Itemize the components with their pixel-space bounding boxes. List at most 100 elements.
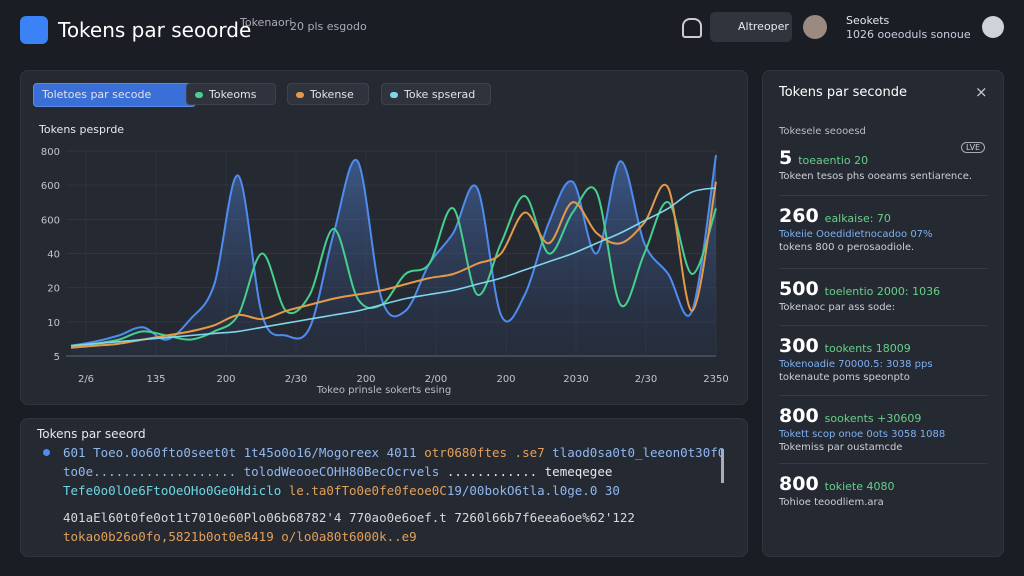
stat-block: 800 sookents +30609 Tokett scop onoe 0ots … (779, 405, 989, 453)
stat-desc: Tokeen tesos phs ooeams sentiarence. (779, 171, 973, 182)
filter-button[interactable]: Toletoes par secode (33, 83, 196, 107)
stat-block: 500 toelentio 2000: 1036 Tokenaoc par ass … (779, 278, 989, 313)
legend-swatch (390, 92, 398, 98)
stat-header: 800 sookents +30609 (779, 405, 989, 427)
x-tick-label: 2030 (563, 374, 588, 385)
x-axis-label: Tokeo prinsle sokerts esing (316, 385, 451, 396)
log-segment: ............ temeqegee (439, 464, 613, 479)
stat-tag: tokiete 4080 (824, 480, 895, 493)
live-badge: LVE (961, 142, 986, 153)
sidebar-title: Tokens par seconde (779, 85, 907, 100)
log-segment: tokao0b26o0fo,5821b0ot0e8419 o/lo0a80t60… (63, 529, 417, 544)
log-segment: Tefe0o0lOe6FtoOeOHo0Ge0Hdiclo (63, 483, 282, 498)
log-segment: le.ta0fTo0e0fe0feoe0C (281, 483, 447, 498)
settings-icon[interactable] (982, 16, 1004, 38)
x-tick-label: 2350 (703, 374, 728, 385)
log-lines: 601 Toeo.0o60fto0seet0t 1t45o0o16/Mogore… (63, 445, 723, 548)
stat-value: 500 (779, 278, 819, 300)
x-tick-label: 2/6 (78, 374, 94, 385)
app-subtitle: Tokenaori (240, 16, 293, 29)
close-button[interactable]: × (975, 83, 988, 101)
divider (779, 325, 987, 326)
divider (779, 463, 987, 464)
x-tick-label: 2/00 (425, 374, 447, 385)
stat-desc: Tokett scop onoe 0ots 3058 1088 (779, 429, 946, 440)
stat-header: 300 tookents 18009 (779, 335, 989, 357)
stat-value: 5 (779, 147, 793, 169)
y-tick-label: 800 (41, 147, 60, 158)
line (70, 187, 717, 347)
account-name: Seokets (846, 14, 890, 27)
legend-swatch (195, 92, 203, 98)
stat-desc: tokenaute poms speonpto (779, 372, 910, 383)
log-line: Tefe0o0lOe6FtoOeOHo0Ge0Hdiclo le.ta0fTo0… (63, 483, 723, 502)
stat-header: 500 toelentio 2000: 1036 (779, 278, 989, 300)
chart-title: Tokens pesprde (38, 123, 124, 136)
log-segment: otr0680ftes .se7 (416, 445, 545, 460)
y-tick-label: 40 (47, 250, 60, 261)
stat-tag: sookents +30609 (824, 412, 922, 425)
bell-icon[interactable] (682, 18, 702, 38)
log-line: 601 Toeo.0o60fto0seet0t 1t45o0o16/Mogore… (63, 445, 723, 464)
line (70, 154, 717, 347)
stat-block: 5 toeaentio 20 Tokeen tesos phs ooeams sen… (779, 147, 989, 182)
stat-value: 800 (779, 405, 819, 427)
stat-header: 800 tokiete 4080 (779, 473, 989, 495)
log-segment: 19/00bokO6tla.l0ge.0 30 (446, 483, 620, 498)
log-segment: 601 Toeo.0o60fto0seet0t 1t45o0o16/Mogore… (63, 445, 417, 460)
app-title: Tokens par seoorde (58, 18, 252, 42)
x-tick-label: 200 (496, 374, 515, 385)
stat-desc: Tokenaoc par ass sode: (779, 302, 896, 313)
avatar[interactable] (803, 15, 827, 39)
x-tick-label: 200 (216, 374, 235, 385)
line (70, 181, 717, 349)
sidebar-subtitle: Tokesele seooesd (779, 126, 866, 137)
x-tick-label: 2/30 (285, 374, 307, 385)
filter-button[interactable]: Toke spserad (381, 83, 491, 105)
stat-tag: ealkaise: 70 (824, 212, 891, 225)
y-tick-label: 20 (47, 284, 60, 295)
stat-tag: toeaentio 20 (798, 154, 869, 167)
scrollbar[interactable] (721, 449, 724, 483)
y-tick-label: 5 (54, 352, 60, 363)
stat-block: 260 ealkaise: 70 Tokeiie Ooedidietnocadoo … (779, 205, 989, 253)
stat-desc: Tohioe teoodliem.ara (779, 497, 884, 508)
chart-panel: Tokens pesprde Tokeo prinsle sokerts esi… (20, 70, 748, 405)
divider (779, 268, 987, 269)
app-meta: 20 pls esgodo (290, 20, 367, 33)
stat-desc: Tokeiie Ooedidietnocadoo 07% (779, 229, 933, 240)
filter-button[interactable]: Tokeoms (186, 83, 276, 105)
log-bullet (43, 449, 50, 456)
filter-button[interactable]: Tokense (287, 83, 369, 105)
account-sub: 1026 ooeoduls sonoue (846, 28, 971, 41)
stat-header: 260 ealkaise: 70 (779, 205, 989, 227)
app-icon (20, 16, 48, 44)
log-line: 401aEl60t0fe0ot1t7010e60Plo06b68782'4 77… (63, 510, 723, 529)
divider (779, 395, 987, 396)
sidebar: Tokens par seconde × Tokesele seooesd LV… (762, 70, 1004, 557)
stat-desc: tokens 800 o perosaodiole. (779, 242, 915, 253)
stat-block: 300 tookents 18009 Tokenoadie 70000.5: 303… (779, 335, 989, 383)
stat-value: 260 (779, 205, 819, 227)
log-segment: 401aEl60t0fe0ot1t7010e60Plo06b68782'4 (63, 510, 342, 525)
log-line: to0e................... tolodWeooeCOHH80… (63, 464, 723, 483)
stat-block: 800 tokiete 4080 Tohioe teoodliem.ara (779, 473, 989, 508)
chart: Tokens pesprde Tokeo prinsle sokerts esi… (38, 123, 729, 396)
stat-value: 300 (779, 335, 819, 357)
log-segment: to0e................... tolodWeooeCOHH80… (63, 464, 440, 479)
stat-value: 800 (779, 473, 819, 495)
stat-tag: tookents 18009 (824, 342, 911, 355)
divider (779, 195, 987, 196)
log-segment: 770ao0e6oef.t 7260l66b7f6eea6oe%62'122 (341, 510, 635, 525)
log-title: Tokens par seeord (37, 427, 146, 441)
area (71, 155, 716, 356)
log-panel: Tokens par seeord 601 Toeo.0o60fto0seet0… (20, 418, 748, 557)
log-line: tokao0b26o0fo,5821b0ot0e8419 o/lo0a80t60… (63, 529, 723, 548)
y-tick-label: 600 (41, 215, 60, 226)
stat-tag: toelentio 2000: 1036 (824, 285, 941, 298)
line (70, 186, 717, 347)
y-tick-label: 10 (47, 318, 60, 329)
stat-desc: Tokemiss par oustamcde (779, 442, 903, 453)
user-button[interactable]: Altreoper (710, 12, 792, 42)
